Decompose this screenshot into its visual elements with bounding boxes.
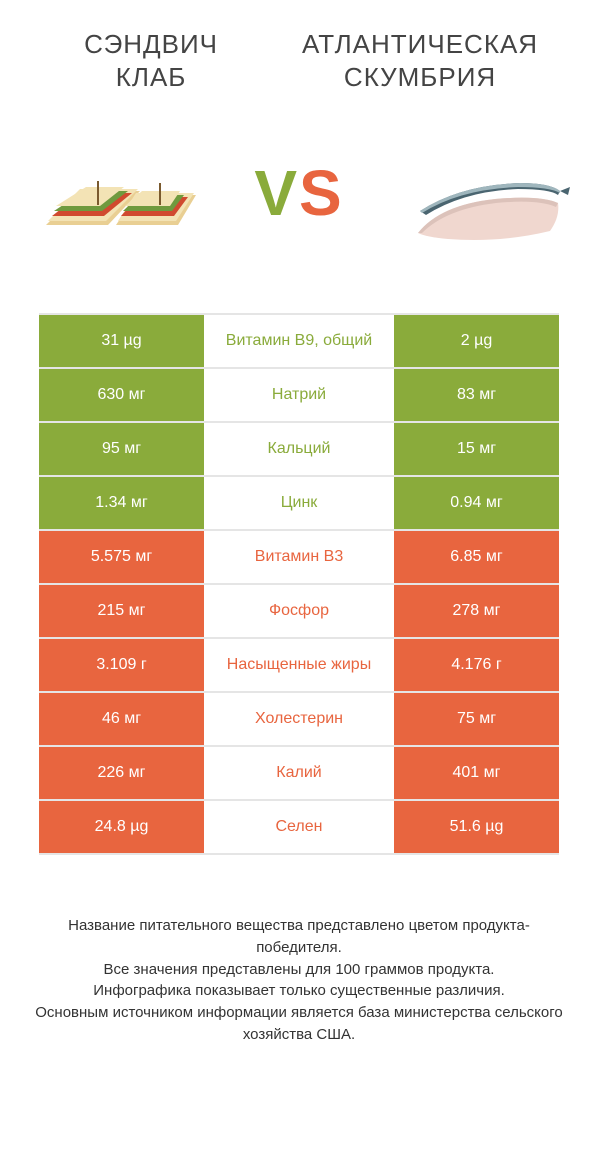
table-row: 215 мгФосфор278 мг	[39, 585, 559, 639]
right-value: 83 мг	[394, 369, 559, 421]
table-row: 95 мгКальций15 мг	[39, 423, 559, 477]
table-row: 226 мгКалий401 мг	[39, 747, 559, 801]
left-food-title: СЭНДВИЧ КЛАБ	[30, 28, 272, 93]
nutrient-label: Цинк	[204, 477, 394, 529]
nutrient-label: Натрий	[204, 369, 394, 421]
nutrient-label: Кальций	[204, 423, 394, 475]
sandwich-icon	[28, 133, 198, 253]
vs-s: S	[299, 157, 344, 229]
nutrient-label: Калий	[204, 747, 394, 799]
nutrient-label: Селен	[204, 801, 394, 853]
table-row: 630 мгНатрий83 мг	[39, 369, 559, 423]
right-value: 15 мг	[394, 423, 559, 475]
right-food-title: АТЛАНТИЧЕСКАЯ СКУМБРИЯ	[272, 28, 568, 93]
vs-row: VS	[20, 133, 578, 253]
nutrient-label: Витамин B3	[204, 531, 394, 583]
titles-row: СЭНДВИЧ КЛАБ АТЛАНТИЧЕСКАЯ СКУМБРИЯ	[20, 28, 578, 93]
nutrient-label: Витамин B9, общий	[204, 315, 394, 367]
left-value: 630 мг	[39, 369, 204, 421]
nutrient-label: Фосфор	[204, 585, 394, 637]
table-row: 5.575 мгВитамин B36.85 мг	[39, 531, 559, 585]
right-value: 4.176 г	[394, 639, 559, 691]
vs-label: VS	[254, 156, 343, 230]
mackerel-icon	[400, 133, 570, 253]
right-value: 401 мг	[394, 747, 559, 799]
left-value: 95 мг	[39, 423, 204, 475]
right-value: 0.94 мг	[394, 477, 559, 529]
nutrient-label: Насыщенные жиры	[204, 639, 394, 691]
table-row: 31 µgВитамин B9, общий2 µg	[39, 315, 559, 369]
right-value: 75 мг	[394, 693, 559, 745]
right-value: 2 µg	[394, 315, 559, 367]
right-food-image	[400, 133, 570, 253]
footnote: Название питательного вещества представл…	[20, 915, 578, 1046]
left-value: 31 µg	[39, 315, 204, 367]
left-value: 46 мг	[39, 693, 204, 745]
table-row: 1.34 мгЦинк0.94 мг	[39, 477, 559, 531]
table-row: 46 мгХолестерин75 мг	[39, 693, 559, 747]
left-value: 215 мг	[39, 585, 204, 637]
left-value: 24.8 µg	[39, 801, 204, 853]
left-value: 5.575 мг	[39, 531, 204, 583]
table-row: 24.8 µgСелен51.6 µg	[39, 801, 559, 855]
right-value: 278 мг	[394, 585, 559, 637]
comparison-table: 31 µgВитамин B9, общий2 µg630 мгНатрий83…	[39, 313, 559, 855]
right-value: 51.6 µg	[394, 801, 559, 853]
vs-v: V	[254, 157, 299, 229]
left-food-image	[28, 133, 198, 253]
nutrient-label: Холестерин	[204, 693, 394, 745]
left-value: 3.109 г	[39, 639, 204, 691]
left-value: 1.34 мг	[39, 477, 204, 529]
table-row: 3.109 гНасыщенные жиры4.176 г	[39, 639, 559, 693]
right-value: 6.85 мг	[394, 531, 559, 583]
left-value: 226 мг	[39, 747, 204, 799]
